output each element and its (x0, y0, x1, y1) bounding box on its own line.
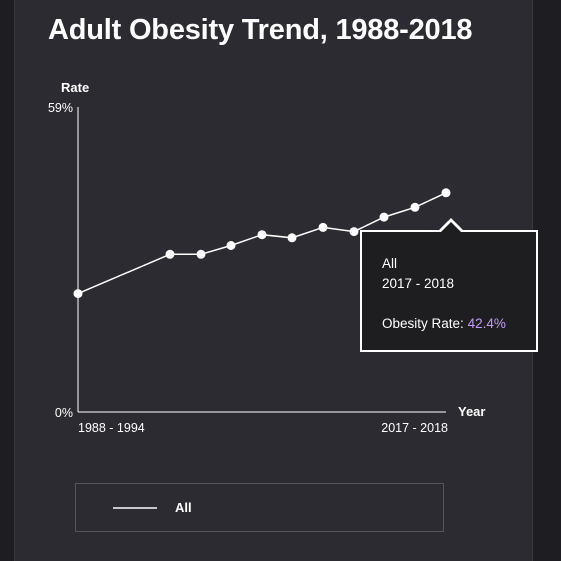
legend-label-all[interactable]: All (175, 500, 192, 515)
data-point[interactable] (349, 227, 359, 237)
y-tick-label: 0% (55, 406, 73, 420)
data-point[interactable] (318, 222, 328, 232)
x-tick-label: 1988 - 1994 (78, 421, 145, 435)
y-axis-title: Rate (61, 80, 89, 95)
data-tooltip: All 2017 - 2018 Obesity Rate: 42.4% (360, 218, 538, 352)
chart-title: Adult Obesity Trend, 1988-2018 (48, 14, 473, 46)
data-point[interactable] (226, 241, 236, 250)
legend-swatch-all (113, 507, 157, 509)
x-tick-label: 2017 - 2018 (381, 421, 448, 435)
y-tick-label: 59% (48, 101, 73, 115)
tooltip-metric-label: Obesity Rate: (382, 316, 464, 331)
data-point[interactable] (196, 249, 206, 259)
data-point[interactable] (379, 212, 389, 222)
data-point[interactable] (165, 249, 175, 259)
data-point[interactable] (73, 289, 83, 299)
data-point[interactable] (410, 202, 420, 212)
tooltip-period: 2017 - 2018 (382, 276, 455, 291)
data-point[interactable] (441, 188, 451, 198)
tooltip-series-name: All (382, 256, 398, 271)
chart-legend: All (75, 483, 444, 532)
data-point[interactable] (257, 230, 267, 240)
tooltip-metric: Obesity Rate: 42.4% (382, 316, 506, 331)
data-point[interactable] (287, 233, 297, 243)
x-axis-title: Year (458, 404, 485, 419)
tooltip-metric-value: 42.4% (467, 316, 506, 331)
